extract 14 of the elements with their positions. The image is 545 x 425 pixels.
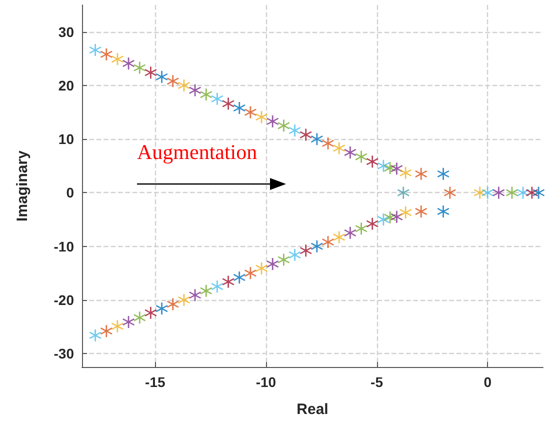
y-tick-label: 10 <box>58 131 74 148</box>
annotation: Augmentation <box>137 140 258 165</box>
x-tick-label: -5 <box>370 374 384 390</box>
y-axis-title: Imaginary <box>14 150 31 222</box>
x-tick-label: -15 <box>145 374 166 390</box>
y-tick-label: -10 <box>54 238 74 254</box>
y-tick-label: 20 <box>58 77 74 94</box>
x-axis-title: Real <box>296 401 328 418</box>
y-tick-label: -20 <box>54 292 74 308</box>
x-tick-label: -10 <box>256 374 276 390</box>
y-tick-label: 0 <box>66 184 74 201</box>
y-tick-label: -30 <box>54 346 74 362</box>
x-tick-label: 0 <box>484 374 492 390</box>
y-tick-label: 30 <box>58 24 74 40</box>
